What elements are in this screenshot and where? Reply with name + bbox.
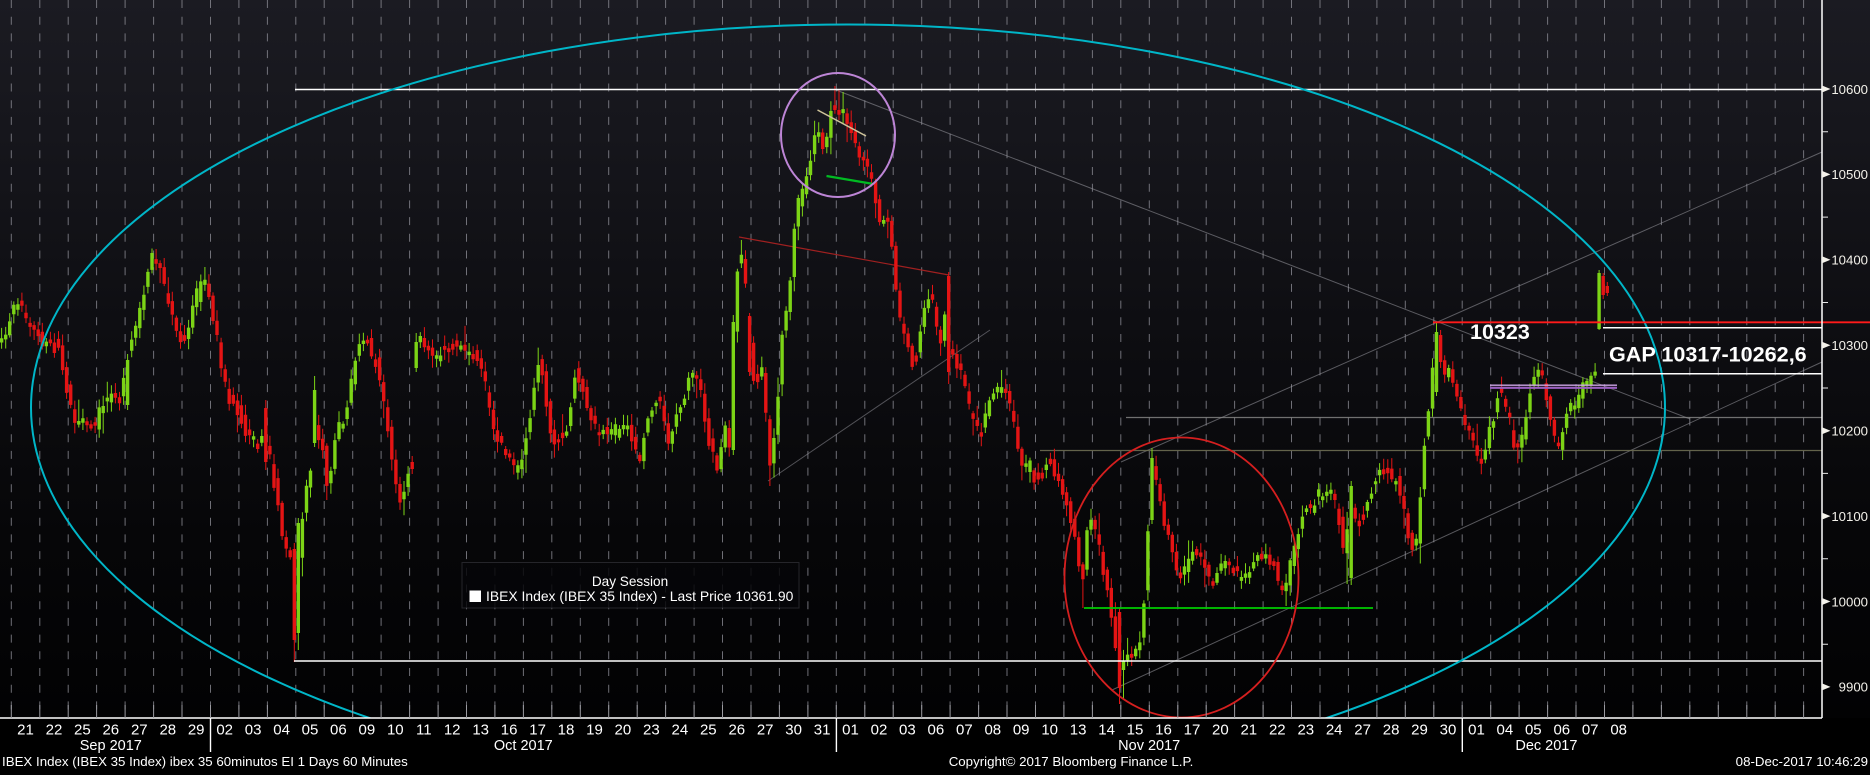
svg-text:09: 09 [1013, 722, 1030, 739]
svg-text:20: 20 [1212, 722, 1229, 739]
svg-text:26: 26 [728, 722, 745, 739]
svg-text:26: 26 [102, 722, 119, 739]
svg-text:29: 29 [188, 722, 205, 739]
svg-text:06: 06 [330, 722, 347, 739]
svg-text:23: 23 [1297, 722, 1314, 739]
svg-text:Day Session: Day Session [592, 574, 668, 589]
svg-text:25: 25 [74, 722, 91, 739]
svg-text:07: 07 [1582, 722, 1599, 739]
svg-text:04: 04 [273, 722, 290, 739]
svg-text:Copyright© 2017 Bloomberg Fina: Copyright© 2017 Bloomberg Finance L.P. [949, 754, 1194, 769]
svg-text:10323: 10323 [1470, 320, 1530, 344]
svg-text:03: 03 [899, 722, 916, 739]
svg-text:02: 02 [216, 722, 233, 739]
svg-text:05: 05 [302, 722, 319, 739]
svg-text:30: 30 [785, 722, 802, 739]
svg-text:18: 18 [558, 722, 575, 739]
svg-text:21: 21 [17, 722, 34, 739]
svg-text:Oct 2017: Oct 2017 [494, 738, 553, 754]
svg-text:10600: 10600 [1831, 82, 1868, 97]
svg-text:20: 20 [615, 722, 632, 739]
svg-text:19: 19 [586, 722, 603, 739]
svg-text:GAP 10317-10262,6: GAP 10317-10262,6 [1609, 342, 1807, 367]
svg-text:10300: 10300 [1831, 338, 1868, 353]
svg-text:10000: 10000 [1831, 594, 1868, 609]
svg-text:10: 10 [387, 722, 404, 739]
svg-text:09: 09 [359, 722, 376, 739]
svg-text:29: 29 [1411, 722, 1428, 739]
svg-text:10200: 10200 [1831, 424, 1868, 439]
svg-text:13: 13 [472, 722, 489, 739]
svg-text:Dec 2017: Dec 2017 [1515, 738, 1577, 754]
svg-text:08-Dec-2017 10:46:29: 08-Dec-2017 10:46:29 [1736, 754, 1868, 769]
svg-text:10: 10 [1041, 722, 1058, 739]
svg-text:08: 08 [984, 722, 1001, 739]
svg-text:08: 08 [1610, 722, 1627, 739]
svg-text:13: 13 [1070, 722, 1087, 739]
svg-text:28: 28 [159, 722, 176, 739]
svg-text:23: 23 [643, 722, 660, 739]
svg-text:12: 12 [444, 722, 461, 739]
svg-text:IBEX Index (IBEX 35 Index) ibe: IBEX Index (IBEX 35 Index) ibex 35 60min… [2, 754, 408, 769]
svg-text:Sep 2017: Sep 2017 [80, 738, 142, 754]
svg-text:27: 27 [757, 722, 774, 739]
svg-text:15: 15 [1127, 722, 1144, 739]
svg-text:28: 28 [1383, 722, 1400, 739]
svg-text:Nov 2017: Nov 2017 [1118, 738, 1180, 754]
svg-text:10100: 10100 [1831, 509, 1868, 524]
svg-text:11: 11 [416, 722, 432, 739]
svg-text:16: 16 [1155, 722, 1172, 739]
svg-text:04: 04 [1497, 722, 1514, 739]
svg-text:16: 16 [501, 722, 518, 739]
svg-text:01: 01 [842, 722, 859, 739]
svg-text:10400: 10400 [1831, 253, 1868, 268]
svg-text:IBEX Index (IBEX 35 Index) - L: IBEX Index (IBEX 35 Index) - Last Price … [486, 588, 794, 604]
svg-text:06: 06 [1553, 722, 1570, 739]
svg-text:25: 25 [700, 722, 717, 739]
svg-text:05: 05 [1525, 722, 1542, 739]
svg-text:22: 22 [46, 722, 63, 739]
svg-text:27: 27 [131, 722, 148, 739]
svg-text:30: 30 [1440, 722, 1457, 739]
svg-text:14: 14 [1098, 722, 1115, 739]
svg-text:03: 03 [245, 722, 262, 739]
svg-text:31: 31 [814, 722, 831, 739]
svg-text:27: 27 [1354, 722, 1371, 739]
svg-text:9900: 9900 [1839, 680, 1868, 695]
svg-text:21: 21 [1240, 722, 1257, 739]
svg-text:07: 07 [956, 722, 973, 739]
svg-text:22: 22 [1269, 722, 1286, 739]
svg-text:06: 06 [928, 722, 945, 739]
svg-text:01: 01 [1468, 722, 1485, 739]
svg-text:17: 17 [1184, 722, 1201, 739]
svg-text:02: 02 [871, 722, 888, 739]
svg-text:17: 17 [529, 722, 546, 739]
svg-text:24: 24 [672, 722, 689, 739]
svg-text:10500: 10500 [1831, 167, 1868, 182]
svg-text:24: 24 [1326, 722, 1343, 739]
